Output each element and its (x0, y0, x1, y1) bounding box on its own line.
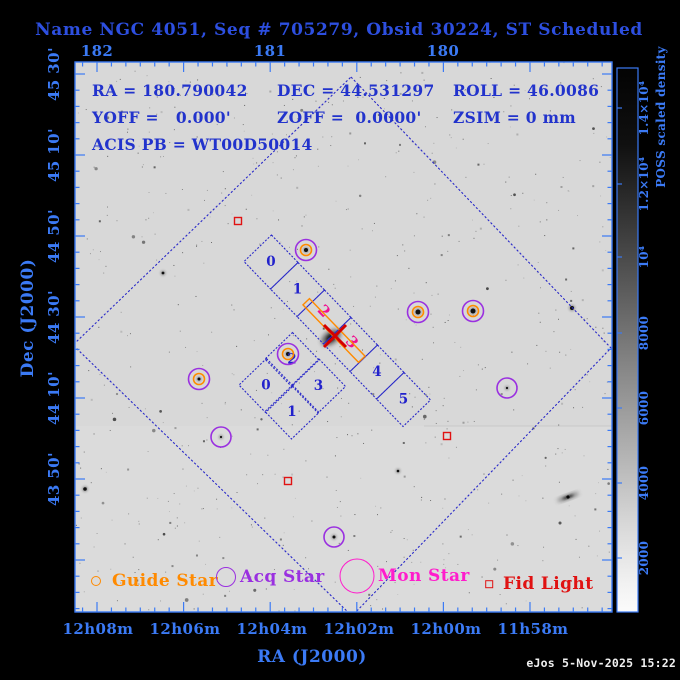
colorbar-tick-label: 4000 (637, 465, 651, 501)
colorbar-tick-label: 1.2×10⁴ (637, 156, 651, 212)
status-footer: eJos 5-Nov-2025 15:22 (526, 656, 676, 670)
colorbar-title: POSS scaled density (654, 46, 668, 188)
y-tick-label-44-30-: 44 30' (45, 290, 63, 344)
x-top-tick-label-181: 181 (253, 42, 287, 60)
y-tick-label-45-30-: 45 30' (45, 47, 63, 101)
x-bottom-tick-label-12h08m: 12h08m (62, 620, 134, 638)
colorbar-tick-label: 2000 (637, 540, 651, 576)
x-bottom-tick-label-12h04m: 12h04m (236, 620, 308, 638)
y-axis-label: Dec (J2000) (18, 258, 38, 378)
x-top-tick-label-182: 182 (80, 42, 114, 60)
x-bottom-tick-label-11h58m: 11h58m (497, 620, 569, 638)
y-tick-label-44-50-: 44 50' (45, 209, 63, 263)
colorbar-tick-label: 10⁴ (637, 245, 651, 269)
sky-view[interactable] (75, 62, 612, 612)
colorbar (616, 67, 639, 613)
x-top-tick-label-180: 180 (426, 42, 460, 60)
colorbar-tick-label: 1.4×10⁴ (637, 80, 651, 136)
x-bottom-tick-label-12h00m: 12h00m (410, 620, 482, 638)
y-tick-label-45-10-: 45 10' (45, 128, 63, 182)
colorbar-tick-label: 6000 (637, 390, 651, 426)
x-axis-label: RA (J2000) (257, 647, 367, 667)
x-bottom-tick-label-12h06m: 12h06m (149, 620, 221, 638)
page-title: Name NGC 4051, Seq # 705279, Obsid 30224… (35, 20, 643, 40)
y-tick-label-44-10-: 44 10' (45, 371, 63, 425)
y-tick-label-43-50-: 43 50' (45, 452, 63, 506)
colorbar-tick-label: 8000 (637, 315, 651, 351)
x-bottom-tick-label-12h02m: 12h02m (323, 620, 395, 638)
